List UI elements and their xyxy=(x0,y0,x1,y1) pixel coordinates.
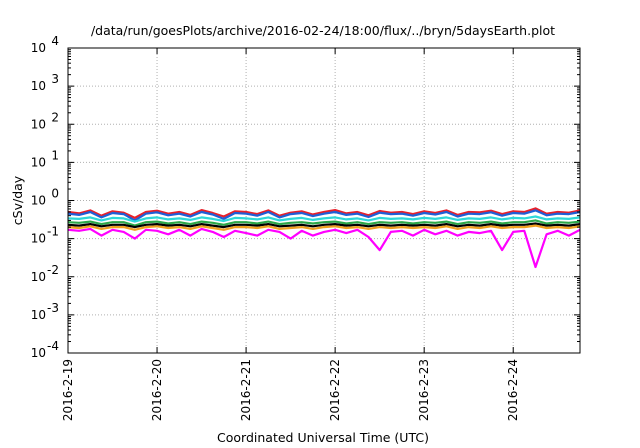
gridlines xyxy=(68,48,580,353)
y-axis-label: cSv/day xyxy=(10,175,25,225)
series-line xyxy=(67,224,581,231)
series-lines xyxy=(67,207,581,269)
y-tick-exponent: 3 xyxy=(51,72,59,86)
y-tick-exponent: 2 xyxy=(51,110,59,124)
y-tick-exponent: -4 xyxy=(47,339,59,353)
y-tick-label: 10 xyxy=(31,41,46,55)
y-tick-label: 10 xyxy=(31,346,46,360)
y-tick-exponent: -1 xyxy=(47,225,59,239)
x-axis-ticks: 2016-2-19 2016-2-20 2016-2-21 2016-2-22 2016… xyxy=(61,48,520,421)
x-tick-label: 2016-2-22 xyxy=(328,359,342,421)
x-axis-label: Coordinated Universal Time (UTC) xyxy=(217,430,429,445)
y-tick-exponent: 0 xyxy=(51,187,59,201)
series-line xyxy=(67,219,581,227)
x-tick-label: 2016-2-21 xyxy=(239,359,253,421)
series-line xyxy=(67,222,581,229)
x-tick-label: 2016-2-20 xyxy=(150,359,164,421)
y-tick-label: 10 xyxy=(31,308,46,322)
y-tick-label: 10 xyxy=(31,155,46,169)
chart-title: /data/run/goesPlots/archive/2016-02-24/1… xyxy=(91,23,555,38)
series-line xyxy=(67,209,581,222)
y-tick-exponent: 4 xyxy=(51,34,59,48)
x-tick-label: 2016-2-19 xyxy=(61,359,75,421)
x-tick-label: 2016-2-23 xyxy=(417,359,431,421)
y-tick-label: 10 xyxy=(31,270,46,284)
series-line xyxy=(67,215,581,223)
series-line xyxy=(67,207,581,219)
y-tick-exponent: 1 xyxy=(51,148,59,162)
plot-frame xyxy=(67,47,581,354)
y-tick-exponent: -3 xyxy=(47,301,59,315)
y-tick-label: 10 xyxy=(31,117,46,131)
y-tick-label: 10 xyxy=(31,194,46,208)
x-tick-label: 2016-2-24 xyxy=(506,359,520,421)
y-tick-label: 10 xyxy=(31,232,46,246)
y-tick-label: 10 xyxy=(31,79,46,93)
series-line xyxy=(67,227,581,269)
y-tick-exponent: -2 xyxy=(47,263,59,277)
